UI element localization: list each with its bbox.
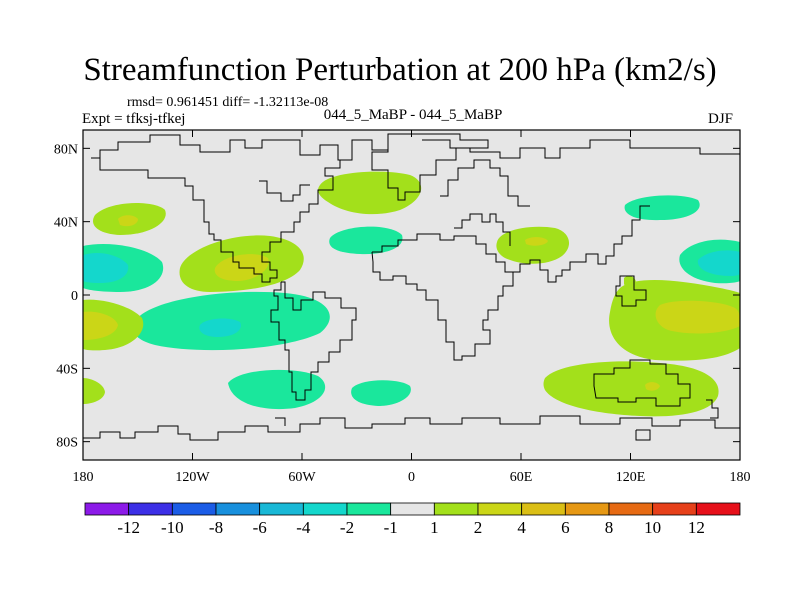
stats-label: rmsd= 0.961451 diff= -1.32113e-08 [127, 95, 329, 110]
colorbar-label: 2 [474, 518, 483, 537]
anomaly-core-east-pacific-west [83, 253, 129, 283]
x-tick-label: 120W [175, 470, 210, 485]
colorbar-swatch [128, 502, 173, 516]
colorbar-swatch [608, 502, 654, 516]
y-tick-label: 40N [54, 216, 78, 231]
colorbar-label: 4 [517, 518, 526, 537]
colorbar-label: -2 [340, 518, 354, 537]
anomaly-region-south-pacific-neg [228, 369, 326, 410]
season-label: DJF [708, 111, 734, 127]
coastline-kerguelen [635, 429, 651, 441]
anomaly-region-north-atlantic-neg [329, 226, 403, 255]
coastlines [83, 133, 740, 441]
x-tick-label: 120E [616, 470, 646, 485]
colorbar-swatch [259, 502, 304, 516]
coastline-south-america [270, 281, 357, 401]
colorbar-swatch [477, 502, 523, 516]
colorbar-label: 12 [688, 518, 705, 537]
anomaly-region-tropical-west-pacific-small-pos [624, 275, 636, 288]
anomaly-region-north-atlantic-pos [318, 171, 422, 215]
colorbar-label: 1 [430, 518, 439, 537]
coastline-africa [371, 233, 514, 361]
colorbar: -12 -10 -8 -6 -4 -2 -1 1 2 4 6 8 10 12 [84, 502, 741, 537]
y-tick-label: 80N [54, 142, 78, 157]
x-tick-label: 180 [73, 470, 94, 485]
colorbar-swatch [695, 502, 741, 516]
x-tick-label: 180 [730, 470, 751, 485]
coastline-arabia-india [513, 205, 650, 283]
anomaly-core-north-pacific [118, 215, 138, 227]
colorbar-label: 6 [561, 518, 570, 537]
anomaly-core-west-pacific-south [655, 300, 740, 334]
coastline-antarctica [83, 415, 740, 441]
axis-ticks: 180 120W 60W 0 60E 120E 180 80N 40N 0 40S 80S [54, 130, 751, 485]
colorbar-swatch [390, 502, 435, 516]
colorbar-swatch [652, 502, 697, 516]
colorbar-label: 8 [605, 518, 614, 537]
anomaly-region-southern-ocean-west-pos [83, 378, 105, 404]
colorbar-swatch [521, 502, 566, 516]
coastline-new-zealand [706, 399, 719, 419]
colorbar-swatch [564, 502, 610, 516]
colorbar-label: 10 [644, 518, 661, 537]
coastline-hudson-bay [259, 180, 310, 202]
x-tick-label: 0 [408, 470, 415, 485]
colorbar-swatch [346, 502, 392, 516]
coastline-greenland [371, 133, 489, 201]
anomaly-contours [83, 171, 740, 417]
colorbar-swatch [215, 502, 261, 516]
x-tick-label: 60E [510, 470, 533, 485]
colorbar-label: -1 [384, 518, 398, 537]
colorbar-swatch [302, 502, 348, 516]
anomaly-region-south-atlantic-neg [351, 380, 411, 406]
case-label: 044_5_MaBP - 044_5_MaBP [323, 107, 503, 123]
colorbar-label: -6 [253, 518, 267, 537]
colorbar-swatch [84, 502, 130, 516]
anomaly-core-tropical-pacific [199, 318, 241, 337]
colorbar-label: -8 [209, 518, 223, 537]
anomaly-core-east-pacific-east [697, 250, 740, 276]
y-tick-label: 40S [56, 362, 78, 377]
y-tick-label: 0 [71, 289, 78, 304]
coastline-eurasia-north [422, 139, 740, 159]
anomaly-core-australia [645, 382, 660, 391]
anomaly-region-nw-pacific-neg [624, 195, 700, 221]
y-tick-label: 80S [56, 436, 78, 451]
coastline-mediterranean [454, 213, 511, 246]
anomaly-region-australia-pos [543, 361, 719, 417]
colorbar-label: -12 [117, 518, 140, 537]
colorbar-swatch [171, 502, 217, 516]
coastline-antarctic-islands [275, 417, 286, 426]
chart-title: Streamfunction Perturbation at 200 hPa (… [83, 52, 717, 88]
anomaly-core-central-asia [525, 237, 548, 246]
coastline-arctic-canada [91, 134, 389, 161]
coastline-australia [593, 359, 691, 407]
colorbar-swatch [433, 502, 479, 516]
coastline-north-america [91, 157, 341, 283]
experiment-label: Expt = tfksj-tfkej [82, 111, 186, 127]
anomaly-core-east-pacific-south [83, 311, 118, 340]
colorbar-label: -4 [296, 518, 311, 537]
coastline-europe [440, 159, 530, 207]
colorbar-label: -10 [161, 518, 184, 537]
coastline-southeast-asia [615, 275, 647, 307]
x-tick-label: 60W [288, 470, 316, 485]
